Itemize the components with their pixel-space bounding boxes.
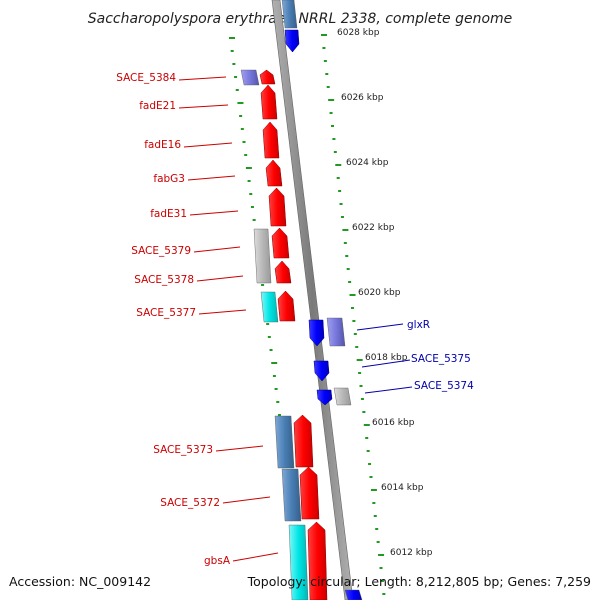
gene-label-fabg3[interactable]: fabG3 xyxy=(153,173,236,185)
genome-summary-text: Topology: circular; Length: 8,212,805 bp… xyxy=(247,574,591,589)
forward-gene-arrow[interactable] xyxy=(307,521,328,600)
reverse-gene-arrow[interactable] xyxy=(316,389,333,406)
gene-feature-glxr[interactable] xyxy=(326,317,346,347)
page-title: Saccharopolyspora erythraea NRRL 2338, c… xyxy=(88,11,513,27)
gene-label-sace-5375[interactable]: SACE_5375 xyxy=(361,353,471,368)
accession-text: Accession: NC_009142 xyxy=(9,574,151,589)
ruler-label: 6018 kbp xyxy=(365,353,408,363)
svg-text:gbsA: gbsA xyxy=(204,555,231,567)
gene-label-sace-5372[interactable]: SACE_5372 xyxy=(160,496,271,509)
svg-text:SACE_5378: SACE_5378 xyxy=(134,274,194,286)
forward-gene-arrow[interactable] xyxy=(259,69,276,85)
reverse-gene-arrow[interactable] xyxy=(308,319,325,347)
svg-text:SACE_5374: SACE_5374 xyxy=(414,380,474,392)
ruler-label: 6012 kbp xyxy=(390,548,433,558)
gene-label-fade16[interactable]: fadE16 xyxy=(144,139,233,151)
gene-feature-sace-5379[interactable] xyxy=(253,228,272,284)
gene-label-sace-5373[interactable]: SACE_5373 xyxy=(153,444,264,456)
ruler-label: 6014 kbp xyxy=(381,483,424,493)
gene-feature-sace-5373[interactable] xyxy=(274,415,295,469)
reverse-gene-arrow[interactable] xyxy=(284,29,300,53)
gene-feature-sace-5377[interactable] xyxy=(260,291,279,323)
gene-label-fade31[interactable]: fadE31 xyxy=(150,208,239,220)
right-gene-labels: glxR SACE_5375 SACE_5374 xyxy=(356,319,474,394)
forward-gene-arrow[interactable] xyxy=(299,466,320,520)
ruler-label: 6026 kbp xyxy=(341,93,384,103)
svg-text:fadE21: fadE21 xyxy=(139,100,176,112)
ruler-label: 6028 kbp xyxy=(337,28,380,38)
gene-label-sace-5374[interactable]: SACE_5374 xyxy=(364,380,474,394)
gene-label-sace-5378[interactable]: SACE_5378 xyxy=(134,274,244,286)
gene-label-fade21[interactable]: fadE21 xyxy=(139,100,229,112)
reverse-gene-arrow[interactable] xyxy=(313,360,330,382)
gene-feature-sace-5372[interactable] xyxy=(281,468,302,522)
gene-feature[interactable] xyxy=(344,589,363,600)
svg-text:SACE_5384: SACE_5384 xyxy=(116,72,176,84)
gene-label-sace-5384[interactable]: SACE_5384 xyxy=(116,72,227,84)
svg-text:SACE_5373: SACE_5373 xyxy=(153,444,213,456)
gene-features xyxy=(240,0,363,600)
gene-label-glxr[interactable]: glxR xyxy=(356,319,430,331)
forward-gene-arrow[interactable] xyxy=(268,187,287,227)
ruler-label: 6022 kbp xyxy=(352,223,395,233)
forward-gene-arrow[interactable] xyxy=(260,84,278,120)
ruler-label: 6020 kbp xyxy=(358,288,401,298)
svg-text:glxR: glxR xyxy=(407,319,430,331)
svg-text:SACE_5379: SACE_5379 xyxy=(131,245,191,257)
forward-gene-arrow[interactable] xyxy=(262,121,280,159)
ruler-label: 6024 kbp xyxy=(346,158,389,168)
gene-label-sace-5379[interactable]: SACE_5379 xyxy=(131,245,241,257)
svg-text:fadE31: fadE31 xyxy=(150,208,187,220)
svg-text:SACE_5377: SACE_5377 xyxy=(136,307,196,319)
left-gene-labels: SACE_5384 fadE21 fadE16 fabG3 fadE31 SAC… xyxy=(116,72,279,567)
gene-label-sace-5377[interactable]: SACE_5377 xyxy=(136,307,247,319)
gene-feature-gbsa[interactable] xyxy=(288,524,309,600)
forward-gene-arrow[interactable] xyxy=(277,290,296,322)
svg-text:SACE_5372: SACE_5372 xyxy=(160,497,220,509)
kbp-ruler: 6028 kbp 6026 kbp 6024 kbp 6022 kbp 6020… xyxy=(337,28,433,558)
svg-text:fabG3: fabG3 xyxy=(153,173,185,185)
gene-feature[interactable] xyxy=(281,0,298,29)
ruler-label: 6016 kbp xyxy=(372,418,415,428)
svg-text:fadE16: fadE16 xyxy=(144,139,181,151)
forward-gene-arrow[interactable] xyxy=(265,159,283,187)
gene-label-gbsa[interactable]: gbsA xyxy=(204,552,279,567)
svg-text:SACE_5375: SACE_5375 xyxy=(411,353,471,365)
gene-feature-sace-5384[interactable] xyxy=(240,69,260,86)
gene-feature-sace-5374[interactable] xyxy=(333,387,352,406)
forward-gene-arrow[interactable] xyxy=(274,260,292,284)
forward-gene-arrow[interactable] xyxy=(271,227,290,259)
forward-gene-arrow[interactable] xyxy=(293,414,314,468)
